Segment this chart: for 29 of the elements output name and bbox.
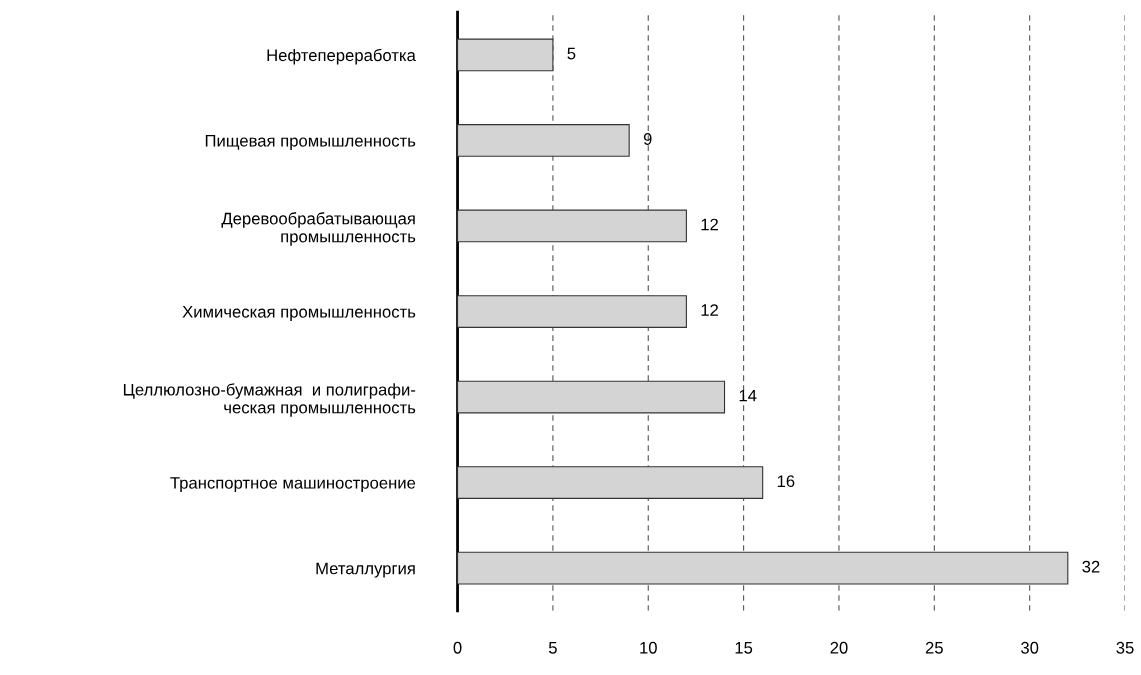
data-label: 9 [643,133,652,145]
bar [457,295,687,328]
bar [457,551,1069,585]
y-tick-label: Транспортное машиностроение [170,477,416,493]
bar [457,466,764,499]
data-label: 12 [701,218,718,231]
data-label: 14 [739,389,757,402]
x-tick-label: 10 [640,641,657,654]
data-label: 12 [701,304,718,316]
bar [457,380,726,414]
bar [457,38,554,72]
y-tick-label: Нефтепереработка [267,48,416,65]
x-tick-label: 0 [453,641,462,654]
y-tick-label: Пищевая промышленность [205,135,416,150]
y-tick-label: Химическая промышленность [182,306,416,322]
data-label: 16 [777,475,795,488]
bar [457,209,687,243]
data-label: 5 [567,47,576,60]
x-tick-label: 15 [735,642,753,654]
y-tick-label: Целлюлозно-бумажная и полиграфи- ческая промышленность [123,383,416,417]
x-tick-label: 5 [548,642,557,654]
x-tick-label: 35 [1116,641,1134,654]
x-tick-label: 25 [925,641,943,654]
data-label: 32 [1082,560,1100,573]
x-tick-label: 30 [1021,641,1039,654]
y-tick-label: Деревообрабатывающая промышленность [221,212,416,246]
y-tick-label: Металлургия [316,562,415,578]
x-tick-label: 20 [830,641,848,654]
bar [457,124,630,157]
